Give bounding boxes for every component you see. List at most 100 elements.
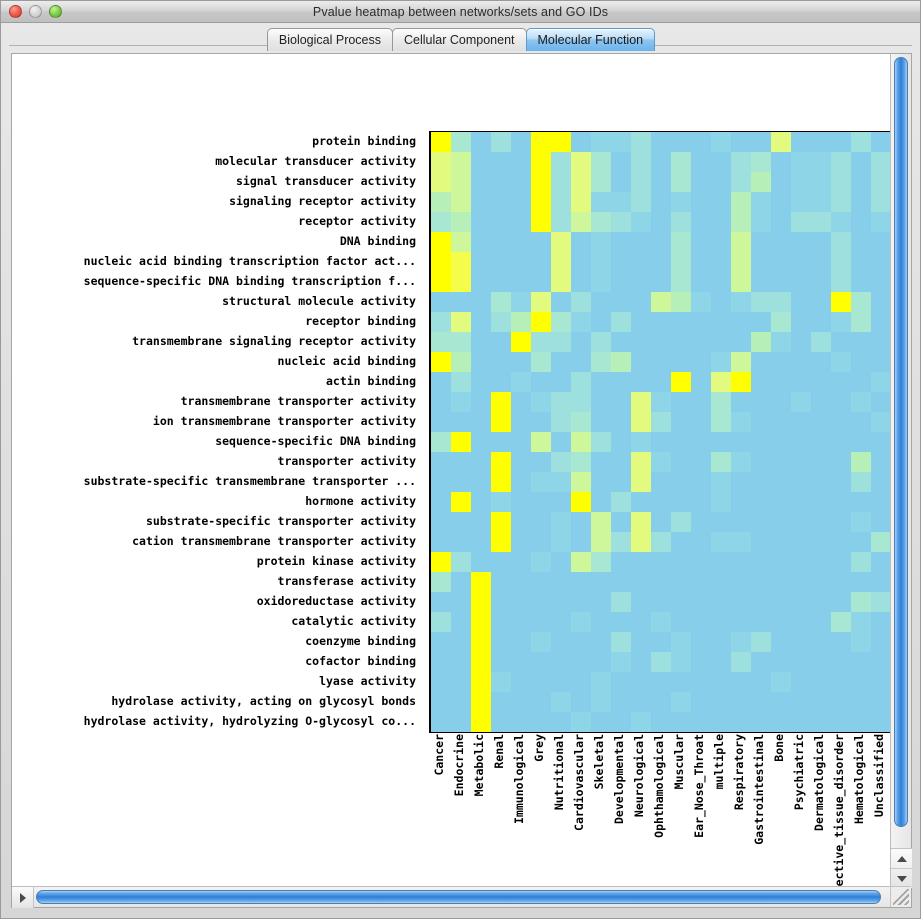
heatmap-cell[interactable]	[811, 492, 831, 512]
heatmap-cell[interactable]	[791, 372, 811, 392]
heatmap-cell[interactable]	[491, 312, 511, 332]
heatmap-cell[interactable]	[531, 392, 551, 412]
heatmap-cell[interactable]	[651, 612, 671, 632]
heatmap-cell[interactable]	[871, 672, 891, 692]
heatmap-cell[interactable]	[551, 392, 571, 412]
heatmap-cell[interactable]	[591, 692, 611, 712]
heatmap-cell[interactable]	[851, 132, 871, 152]
heatmap-cell[interactable]	[491, 392, 511, 412]
heatmap-cell[interactable]	[691, 172, 711, 192]
heatmap-cell[interactable]	[791, 512, 811, 532]
heatmap-cell[interactable]	[451, 252, 471, 272]
heatmap-cell[interactable]	[831, 272, 851, 292]
heatmap-cell[interactable]	[811, 392, 831, 412]
heatmap-cell[interactable]	[451, 652, 471, 672]
heatmap-cell[interactable]	[631, 712, 651, 732]
tab-biological-process[interactable]: Biological Process	[266, 28, 394, 51]
heatmap-cell[interactable]	[491, 692, 511, 712]
heatmap-cell[interactable]	[751, 452, 771, 472]
heatmap-cell[interactable]	[671, 312, 691, 332]
heatmap-cell[interactable]	[531, 132, 551, 152]
heatmap-cell[interactable]	[571, 432, 591, 452]
heatmap-cell[interactable]	[571, 412, 591, 432]
heatmap-cell[interactable]	[591, 152, 611, 172]
heatmap-cell[interactable]	[791, 532, 811, 552]
heatmap-cell[interactable]	[811, 472, 831, 492]
heatmap-cell[interactable]	[671, 212, 691, 232]
heatmap-cell[interactable]	[711, 232, 731, 252]
heatmap-cell[interactable]	[531, 572, 551, 592]
heatmap-cell[interactable]	[611, 392, 631, 412]
heatmap-cell[interactable]	[831, 392, 851, 412]
heatmap-cell[interactable]	[631, 612, 651, 632]
heatmap-cell[interactable]	[471, 132, 491, 152]
heatmap-cell[interactable]	[831, 672, 851, 692]
heatmap-cell[interactable]	[491, 352, 511, 372]
heatmap-cell[interactable]	[851, 512, 871, 532]
heatmap-cell[interactable]	[431, 372, 451, 392]
heatmap-cell[interactable]	[431, 412, 451, 432]
heatmap-cell[interactable]	[471, 432, 491, 452]
heatmap-cell[interactable]	[751, 232, 771, 252]
heatmap-cell[interactable]	[471, 392, 491, 412]
heatmap-cell[interactable]	[551, 672, 571, 692]
heatmap-cell[interactable]	[551, 452, 571, 472]
heatmap-cell[interactable]	[731, 152, 751, 172]
heatmap-cell[interactable]	[831, 252, 851, 272]
heatmap-cell[interactable]	[871, 312, 891, 332]
heatmap-cell[interactable]	[511, 352, 531, 372]
heatmap-cell[interactable]	[451, 352, 471, 372]
heatmap-cell[interactable]	[631, 332, 651, 352]
heatmap-cell[interactable]	[491, 712, 511, 732]
heatmap-cell[interactable]	[851, 332, 871, 352]
heatmap-cell[interactable]	[591, 432, 611, 452]
heatmap-cell[interactable]	[631, 632, 651, 652]
heatmap-cell[interactable]	[771, 532, 791, 552]
heatmap-cell[interactable]	[871, 372, 891, 392]
heatmap-cell[interactable]	[531, 492, 551, 512]
resize-corner[interactable]	[890, 886, 911, 907]
heatmap-cell[interactable]	[531, 152, 551, 172]
heatmap-cell[interactable]	[871, 532, 891, 552]
heatmap-cell[interactable]	[751, 332, 771, 352]
heatmap-cell[interactable]	[631, 372, 651, 392]
heatmap-cell[interactable]	[751, 512, 771, 532]
heatmap-cell[interactable]	[551, 592, 571, 612]
heatmap-cell[interactable]	[431, 132, 451, 152]
heatmap-cell[interactable]	[671, 192, 691, 212]
heatmap-cell[interactable]	[791, 392, 811, 412]
heatmap-cell[interactable]	[451, 492, 471, 512]
heatmap-cell[interactable]	[791, 232, 811, 252]
heatmap-cell[interactable]	[791, 332, 811, 352]
heatmap-cell[interactable]	[491, 232, 511, 252]
heatmap-cell[interactable]	[791, 212, 811, 232]
heatmap-cell[interactable]	[751, 492, 771, 512]
heatmap-cell[interactable]	[871, 432, 891, 452]
heatmap-cell[interactable]	[431, 612, 451, 632]
heatmap-cell[interactable]	[751, 572, 771, 592]
heatmap-cell[interactable]	[691, 512, 711, 532]
heatmap-cell[interactable]	[731, 272, 751, 292]
heatmap-cell[interactable]	[771, 712, 791, 732]
heatmap-cell[interactable]	[591, 492, 611, 512]
heatmap-cell[interactable]	[531, 192, 551, 212]
heatmap-cell[interactable]	[691, 132, 711, 152]
heatmap-cell[interactable]	[551, 312, 571, 332]
heatmap-cell[interactable]	[731, 612, 751, 632]
heatmap-cell[interactable]	[571, 312, 591, 332]
heatmap-cell[interactable]	[451, 672, 471, 692]
heatmap-cell[interactable]	[731, 472, 751, 492]
heatmap-cell[interactable]	[671, 472, 691, 492]
heatmap-cell[interactable]	[431, 492, 451, 512]
heatmap-cell[interactable]	[631, 552, 651, 572]
heatmap-cell[interactable]	[791, 272, 811, 292]
heatmap-cell[interactable]	[731, 172, 751, 192]
heatmap-cell[interactable]	[491, 132, 511, 152]
heatmap-cell[interactable]	[691, 392, 711, 412]
heatmap-cell[interactable]	[571, 612, 591, 632]
heatmap-cell[interactable]	[431, 592, 451, 612]
heatmap-cell[interactable]	[871, 452, 891, 472]
heatmap-cell[interactable]	[591, 352, 611, 372]
heatmap-cell[interactable]	[651, 712, 671, 732]
heatmap-cell[interactable]	[811, 272, 831, 292]
